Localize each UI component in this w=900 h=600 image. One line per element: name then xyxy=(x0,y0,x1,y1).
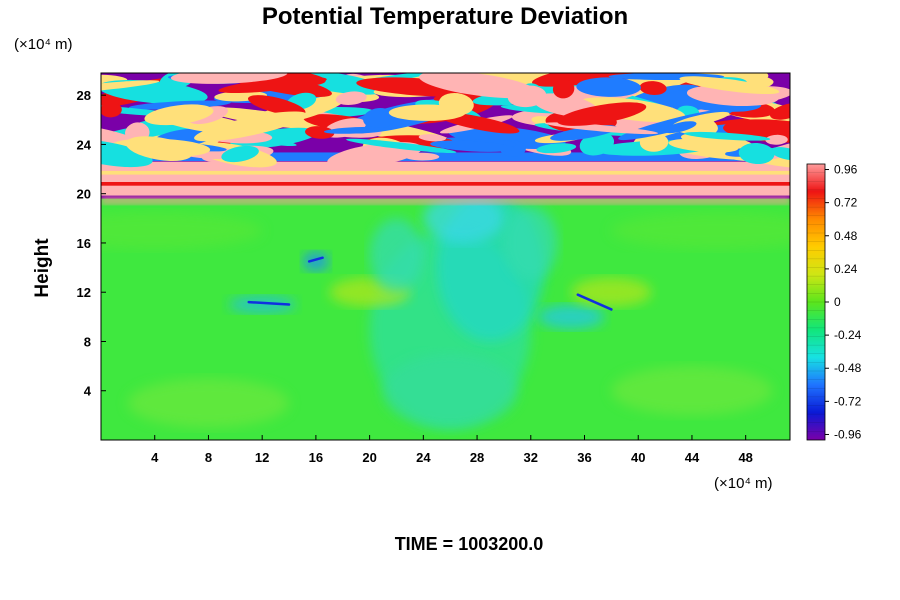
heatmap-field xyxy=(101,73,790,440)
colorbar: 0.96 0.72 0.48 0.24 0 -0.24 -0.48 -0.72 -0.96 xyxy=(806,163,862,441)
x-tick-label: 28 xyxy=(470,450,484,465)
x-tick-label: 32 xyxy=(524,450,538,465)
field-feature xyxy=(639,133,669,152)
y-tick-label: 20 xyxy=(77,187,91,202)
field-feature xyxy=(369,218,424,293)
x-tick-label: 48 xyxy=(738,450,752,465)
colorbar-tick-label: -0.96 xyxy=(834,427,862,441)
colorbar-tick-label: 0 xyxy=(834,295,841,309)
field-feature xyxy=(404,152,440,161)
x-tick-label: 44 xyxy=(685,450,700,465)
field-feature xyxy=(363,108,396,129)
field-feature xyxy=(307,256,324,263)
x-tick-label: 36 xyxy=(577,450,591,465)
field-feature xyxy=(101,196,790,205)
field-feature xyxy=(503,206,558,280)
field-feature xyxy=(101,139,153,168)
x-tick-label: 20 xyxy=(362,450,376,465)
field-feature xyxy=(668,138,739,153)
colorbar-tick-label: 0.72 xyxy=(834,196,858,210)
field-feature xyxy=(101,161,790,172)
upper-band-features xyxy=(101,73,790,205)
field-feature xyxy=(571,277,652,307)
field-feature xyxy=(144,104,214,126)
field-feature xyxy=(418,134,447,142)
field-feature xyxy=(101,181,790,186)
chart-title: Potential Temperature Deviation xyxy=(262,3,628,30)
field-feature xyxy=(230,127,318,149)
field-feature xyxy=(101,80,160,94)
field-feature xyxy=(663,121,697,134)
x-tick-label: 12 xyxy=(255,450,269,465)
y-tick-label: 28 xyxy=(77,88,91,103)
field-feature xyxy=(679,76,780,95)
field-feature xyxy=(221,145,259,163)
field-feature xyxy=(305,126,335,139)
y-axis-label: Height xyxy=(32,238,53,298)
field-feature xyxy=(536,143,577,154)
x-tick-label: 16 xyxy=(309,450,323,465)
x-tick-label: 4 xyxy=(151,450,159,465)
field-feature xyxy=(557,102,647,126)
y-axis: 4 8 12 16 20 24 28 xyxy=(77,88,106,399)
field-feature xyxy=(383,353,518,428)
field-feature xyxy=(576,293,613,311)
plot-frame xyxy=(100,72,791,441)
field-feature xyxy=(170,73,288,84)
field-feature xyxy=(769,103,790,120)
colorbar-tick-label: -0.48 xyxy=(834,361,862,375)
field-feature xyxy=(687,88,731,104)
field-feature xyxy=(101,184,790,196)
lower-field-features xyxy=(101,193,790,428)
field-feature xyxy=(128,100,231,110)
field-feature xyxy=(388,104,466,121)
time-label: TIME = 1003200.0 xyxy=(395,534,544,554)
field-feature xyxy=(247,95,306,116)
field-feature xyxy=(418,73,538,99)
field-feature xyxy=(684,131,771,141)
y-tick-label: 16 xyxy=(77,236,91,251)
field-feature xyxy=(101,212,263,250)
field-feature xyxy=(346,138,457,154)
x-tick-label: 8 xyxy=(205,450,212,465)
x-axis: 4 8 12 16 20 24 28 32 36 40 44 48 xyxy=(151,435,753,465)
field-feature xyxy=(430,140,515,152)
field-feature xyxy=(537,304,605,330)
field-feature xyxy=(611,212,790,250)
field-feature xyxy=(194,111,307,142)
field-feature xyxy=(552,79,575,99)
field-feature xyxy=(101,102,122,118)
colorbar-tick-label: 0.48 xyxy=(834,229,858,243)
field-feature xyxy=(247,300,291,306)
field-feature xyxy=(324,126,388,134)
y-unit-label: (×10⁴ m) xyxy=(14,36,73,53)
y-tick-label: 12 xyxy=(77,285,91,300)
field-feature xyxy=(101,170,790,175)
field-feature xyxy=(738,142,775,165)
field-feature xyxy=(127,378,290,428)
y-tick-label: 8 xyxy=(84,334,91,349)
colorbar-tick-label: -0.24 xyxy=(834,328,862,342)
field-feature xyxy=(765,134,788,145)
x-tick-label: 40 xyxy=(631,450,645,465)
field-feature xyxy=(423,193,504,243)
field-feature xyxy=(101,152,790,162)
field-feature xyxy=(639,81,667,95)
colorbar-tick-label: 0.24 xyxy=(834,262,858,276)
field-feature xyxy=(576,77,641,97)
field-feature xyxy=(302,251,330,272)
colorbar-tick-label: -0.72 xyxy=(834,394,862,408)
x-unit-label: (×10⁴ m) xyxy=(714,475,773,492)
field-feature xyxy=(335,91,367,105)
field-feature xyxy=(228,295,296,314)
field-feature xyxy=(611,366,773,416)
y-tick-label: 4 xyxy=(84,384,92,399)
x-tick-label: 24 xyxy=(416,450,431,465)
colorbar-tick-label: 0.96 xyxy=(834,163,858,177)
field-feature xyxy=(125,136,193,161)
y-tick-label: 24 xyxy=(77,137,92,152)
